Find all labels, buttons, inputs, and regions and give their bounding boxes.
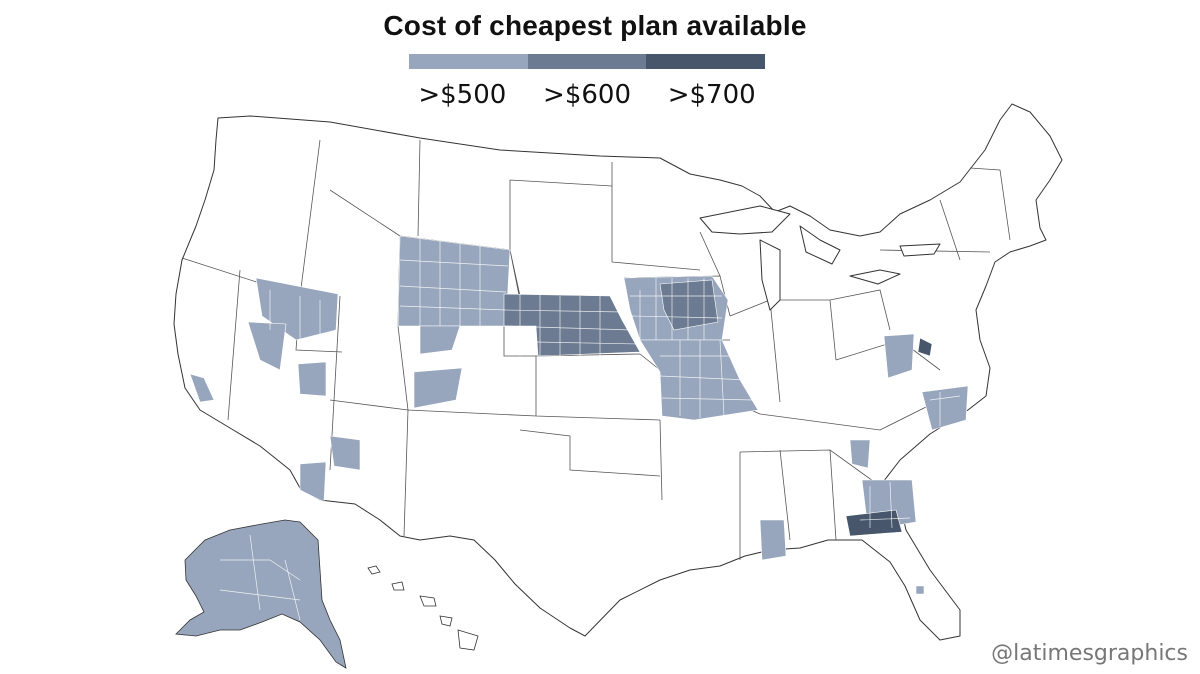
region-nevada-south (247, 321, 287, 371)
region-north-carolina (921, 385, 969, 431)
region-georgia-north (849, 439, 871, 469)
legend-swatch-700 (646, 54, 766, 69)
region-virginia (883, 333, 915, 379)
region-virginia-dark (917, 337, 933, 357)
region-nevada-east (297, 361, 327, 397)
region-wyoming (397, 235, 511, 327)
region-gulf-coast (759, 519, 787, 561)
legend-swatch-500 (409, 54, 528, 69)
region-missouri (639, 339, 759, 421)
legend-labels: >$500 >$600 >$700 (400, 80, 774, 110)
region-florida (915, 585, 925, 595)
hawaii-islands (367, 565, 479, 651)
alaska (175, 519, 347, 669)
region-arizona-south (299, 461, 327, 503)
legend-label-700: >$700 (667, 80, 756, 110)
map-title: Cost of cheapest plan available (383, 10, 807, 41)
legend-label-500: >$500 (418, 80, 507, 110)
county-line-texture (269, 236, 961, 529)
region-colorado-south (413, 367, 463, 409)
legend-swatch-600 (527, 54, 647, 69)
region-arizona-north (329, 435, 361, 471)
legend-label-600: >$600 (543, 80, 631, 110)
region-colorado-north (419, 325, 461, 355)
region-georgia-dark (845, 509, 903, 537)
shaded-regions (189, 235, 969, 595)
region-california (189, 373, 215, 403)
legend-color-bar (409, 54, 766, 69)
alaska-county-lines (219, 534, 301, 621)
great-lakes (699, 205, 941, 311)
credit-text: @latimesgraphics (991, 641, 1188, 666)
